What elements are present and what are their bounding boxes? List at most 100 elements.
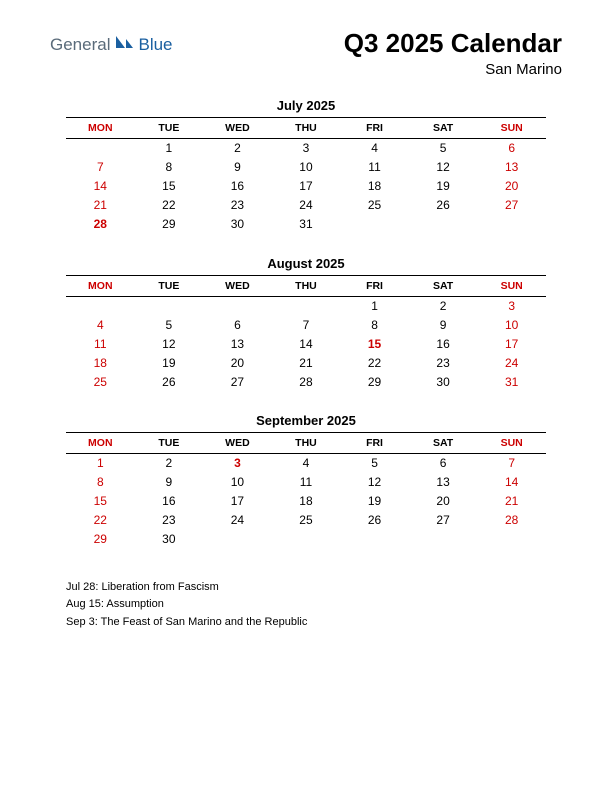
day-header: WED xyxy=(203,433,272,454)
month-title: September 2025 xyxy=(66,413,546,428)
calendar-cell: 27 xyxy=(203,372,272,391)
calendar-cell: 17 xyxy=(272,177,341,196)
calendar-row: 14151617181920 xyxy=(66,177,546,196)
calendar-cell: 12 xyxy=(340,473,409,492)
calendar-cell: 9 xyxy=(135,473,204,492)
calendar-cell: 27 xyxy=(409,511,478,530)
calendar-cell: 15 xyxy=(340,334,409,353)
page-subtitle: San Marino xyxy=(344,61,562,78)
calendar-cell xyxy=(477,530,546,549)
calendar-cell: 10 xyxy=(203,473,272,492)
calendar-cell: 13 xyxy=(203,334,272,353)
calendar-cell xyxy=(203,530,272,549)
calendar-cell: 18 xyxy=(272,492,341,511)
logo-text-blue: Blue xyxy=(138,35,172,55)
calendar-cell: 3 xyxy=(203,454,272,473)
calendar-cell: 16 xyxy=(409,334,478,353)
calendar-cell: 26 xyxy=(409,196,478,215)
calendar-table: MONTUEWEDTHUFRISATSUN1234567891011121314… xyxy=(66,432,546,549)
day-header: FRI xyxy=(340,275,409,296)
day-header: FRI xyxy=(340,118,409,139)
calendar-cell: 29 xyxy=(340,372,409,391)
calendar-cell xyxy=(135,296,204,315)
calendar-cell: 30 xyxy=(409,372,478,391)
calendar-cell: 1 xyxy=(340,296,409,315)
day-header: WED xyxy=(203,275,272,296)
calendar-cell: 7 xyxy=(66,158,135,177)
calendar-row: 123456 xyxy=(66,139,546,158)
calendar-cell: 18 xyxy=(340,177,409,196)
calendar-cell: 28 xyxy=(477,511,546,530)
day-header: MON xyxy=(66,433,135,454)
calendar-cell: 6 xyxy=(409,454,478,473)
calendar-cell: 5 xyxy=(409,139,478,158)
calendar-cell: 30 xyxy=(135,530,204,549)
calendar-cell xyxy=(340,530,409,549)
calendar-row: 21222324252627 xyxy=(66,196,546,215)
calendar-cell: 21 xyxy=(66,196,135,215)
logo: General Blue xyxy=(50,28,173,55)
day-header: MON xyxy=(66,118,135,139)
logo-sail-icon xyxy=(114,34,134,55)
calendar-cell: 15 xyxy=(135,177,204,196)
calendar-cell: 4 xyxy=(340,139,409,158)
day-header: SAT xyxy=(409,275,478,296)
calendar-row: 11121314151617 xyxy=(66,334,546,353)
holiday-line: Aug 15: Assumption xyxy=(66,596,546,614)
calendar-cell: 29 xyxy=(135,215,204,234)
calendar-cell: 11 xyxy=(66,334,135,353)
calendar-row: 891011121314 xyxy=(66,473,546,492)
calendar-cell: 13 xyxy=(409,473,478,492)
day-header: SUN xyxy=(477,118,546,139)
calendar-cell: 23 xyxy=(135,511,204,530)
calendar-table: MONTUEWEDTHUFRISATSUN1234567891011121314… xyxy=(66,275,546,392)
calendar-cell: 20 xyxy=(477,177,546,196)
calendar-cell: 4 xyxy=(272,454,341,473)
calendar-cell: 14 xyxy=(66,177,135,196)
day-header: SAT xyxy=(409,118,478,139)
calendar-cell: 5 xyxy=(135,315,204,334)
calendar-cell: 26 xyxy=(340,511,409,530)
calendar-cell: 22 xyxy=(135,196,204,215)
calendar-cell: 17 xyxy=(477,334,546,353)
calendar-row: 22232425262728 xyxy=(66,511,546,530)
calendar-cell: 7 xyxy=(477,454,546,473)
calendar-cell: 19 xyxy=(409,177,478,196)
calendar-cell xyxy=(66,296,135,315)
calendar-cell: 14 xyxy=(477,473,546,492)
calendar-cell: 25 xyxy=(272,511,341,530)
calendar-cell xyxy=(203,296,272,315)
calendar-cell: 31 xyxy=(477,372,546,391)
calendar-cell: 11 xyxy=(340,158,409,177)
day-header: SAT xyxy=(409,433,478,454)
calendar-cell: 27 xyxy=(477,196,546,215)
calendar-cell: 6 xyxy=(203,315,272,334)
calendar-cell xyxy=(272,296,341,315)
day-header: SUN xyxy=(477,275,546,296)
month-block: August 2025MONTUEWEDTHUFRISATSUN12345678… xyxy=(66,256,546,392)
calendar-cell: 19 xyxy=(135,353,204,372)
calendar-cell xyxy=(409,530,478,549)
calendar-row: 25262728293031 xyxy=(66,372,546,391)
calendar-cell: 7 xyxy=(272,315,341,334)
holiday-line: Jul 28: Liberation from Fascism xyxy=(66,579,546,597)
calendar-cell: 19 xyxy=(340,492,409,511)
calendar-cell: 20 xyxy=(409,492,478,511)
calendar-row: 123 xyxy=(66,296,546,315)
page-title: Q3 2025 Calendar xyxy=(344,28,562,59)
calendar-cell: 24 xyxy=(203,511,272,530)
calendar-cell: 13 xyxy=(477,158,546,177)
calendar-cell: 1 xyxy=(66,454,135,473)
calendar-cell: 23 xyxy=(409,353,478,372)
calendar-cell: 25 xyxy=(340,196,409,215)
month-title: July 2025 xyxy=(66,98,546,113)
calendar-cell: 17 xyxy=(203,492,272,511)
calendar-cell: 23 xyxy=(203,196,272,215)
calendar-cell: 16 xyxy=(135,492,204,511)
day-header: WED xyxy=(203,118,272,139)
calendar-cell: 22 xyxy=(66,511,135,530)
holiday-line: Sep 3: The Feast of San Marino and the R… xyxy=(66,614,546,632)
calendar-cell xyxy=(477,215,546,234)
calendar-cell: 8 xyxy=(135,158,204,177)
calendar-cell: 26 xyxy=(135,372,204,391)
